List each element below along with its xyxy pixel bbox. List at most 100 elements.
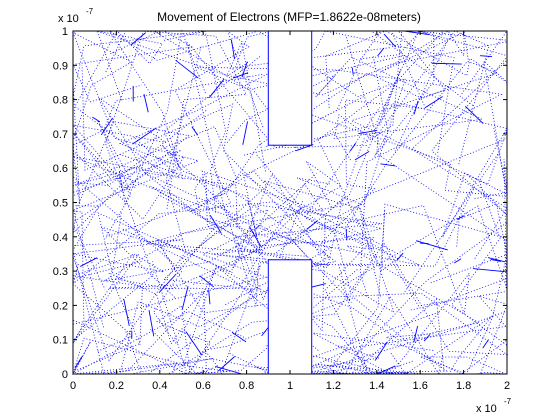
y-multiplier: x 10 -7 bbox=[58, 7, 94, 25]
electron-path bbox=[256, 30, 427, 245]
x-tick-label: 2 bbox=[504, 380, 510, 392]
electron-path bbox=[243, 131, 470, 375]
electron-step bbox=[380, 163, 396, 167]
electron-step bbox=[74, 356, 83, 369]
electron-path bbox=[72, 201, 507, 352]
electron-step bbox=[431, 62, 462, 65]
electron-path bbox=[72, 46, 202, 375]
x-multiplier-exponent: -7 bbox=[504, 397, 512, 406]
electron-path bbox=[281, 60, 508, 266]
electron-step bbox=[131, 32, 147, 45]
electron-path bbox=[414, 30, 508, 216]
electron-step bbox=[423, 334, 431, 342]
electron-step bbox=[209, 215, 222, 234]
electron-step bbox=[199, 275, 215, 288]
electron-step bbox=[185, 331, 203, 356]
x-tick-label: 1.6 bbox=[413, 380, 428, 392]
y-tick-label: 0.7 bbox=[53, 129, 68, 141]
electron-path bbox=[130, 345, 380, 375]
electron-step bbox=[345, 228, 348, 241]
electron-step bbox=[490, 258, 501, 262]
electron-step bbox=[351, 67, 354, 75]
electron-path bbox=[72, 110, 374, 375]
y-tick-label: 0.1 bbox=[53, 335, 68, 347]
electron-path bbox=[72, 30, 176, 101]
electron-step bbox=[425, 96, 443, 108]
x-tick-label: 1.2 bbox=[326, 380, 341, 392]
electron-step bbox=[456, 215, 465, 220]
electron-path bbox=[313, 221, 508, 375]
electron-path bbox=[81, 65, 330, 375]
electron-step bbox=[92, 116, 101, 123]
electron-path bbox=[376, 30, 508, 293]
barriers bbox=[267, 30, 313, 375]
electron-step bbox=[306, 220, 318, 230]
electron-path bbox=[187, 42, 367, 307]
y-tick-label: 0.9 bbox=[53, 60, 68, 72]
electron-path bbox=[72, 29, 264, 213]
electron-path bbox=[72, 210, 143, 345]
x-tick-label: 1 bbox=[287, 380, 293, 392]
electron-path bbox=[72, 30, 474, 205]
x-tick-label: 0.2 bbox=[109, 380, 124, 392]
electron-step bbox=[231, 331, 247, 343]
y-tick-label: 1 bbox=[62, 26, 68, 38]
electron-step bbox=[377, 365, 396, 375]
y-tick-label: 0.2 bbox=[53, 300, 68, 312]
electron-path bbox=[213, 173, 343, 332]
electron-step bbox=[404, 30, 430, 36]
electron-path bbox=[72, 272, 183, 375]
y-tick-label: 0.5 bbox=[53, 198, 68, 210]
y-tick-label: 0.4 bbox=[53, 232, 68, 244]
electron-step bbox=[123, 299, 130, 326]
electron-step bbox=[465, 105, 484, 124]
electron-step bbox=[148, 310, 155, 337]
x-tick-label: 1.8 bbox=[456, 380, 471, 392]
electron-path bbox=[194, 137, 365, 268]
electron-step bbox=[132, 127, 157, 145]
electron-path bbox=[74, 30, 267, 174]
y-tick-label: 0 bbox=[62, 369, 68, 381]
electron-path bbox=[72, 74, 263, 251]
electron-path bbox=[296, 127, 508, 375]
electron-step bbox=[261, 327, 269, 337]
electron-step bbox=[472, 268, 505, 273]
electron-step bbox=[415, 240, 448, 251]
x-multiplier-base: x 10 bbox=[476, 403, 497, 415]
electron-step bbox=[479, 55, 493, 58]
electron-step bbox=[487, 257, 506, 263]
electron-path bbox=[325, 30, 508, 186]
electron-step bbox=[215, 366, 243, 375]
electron-step bbox=[377, 47, 385, 57]
electron-path bbox=[100, 180, 395, 314]
electron-path bbox=[109, 30, 406, 206]
electron-step bbox=[374, 341, 388, 361]
electron-step bbox=[354, 150, 370, 161]
y-tick-label: 0.3 bbox=[53, 266, 68, 278]
bottom-barrier bbox=[267, 259, 313, 375]
electron-step bbox=[208, 78, 225, 98]
x-axis-tick-labels: 0 0.2 0.4 0.6 0.8 1 1.2 1.4 1.6 1.8 2 bbox=[70, 380, 510, 392]
electron-path bbox=[72, 30, 247, 209]
top-barrier bbox=[267, 30, 313, 146]
electron-step bbox=[100, 117, 114, 136]
electron-step bbox=[80, 257, 98, 267]
electron-step bbox=[413, 326, 419, 343]
electron-path bbox=[438, 203, 508, 375]
x-tick-label: 0.4 bbox=[152, 380, 167, 392]
electron-path bbox=[172, 312, 439, 375]
electron-step bbox=[358, 129, 378, 135]
y-multiplier-exponent: -7 bbox=[86, 7, 94, 16]
electron-step bbox=[191, 126, 199, 136]
electron-step bbox=[349, 142, 357, 152]
electron-path bbox=[105, 30, 503, 297]
electron-path bbox=[201, 107, 481, 341]
electron-step bbox=[218, 356, 235, 372]
y-multiplier-base: x 10 bbox=[58, 13, 79, 25]
electron-step bbox=[482, 339, 489, 349]
x-multiplier: x 10 -7 bbox=[476, 397, 512, 415]
x-tick-label: 0.6 bbox=[196, 380, 211, 392]
electron-path bbox=[305, 291, 508, 375]
x-tick-label: 0.8 bbox=[239, 380, 254, 392]
